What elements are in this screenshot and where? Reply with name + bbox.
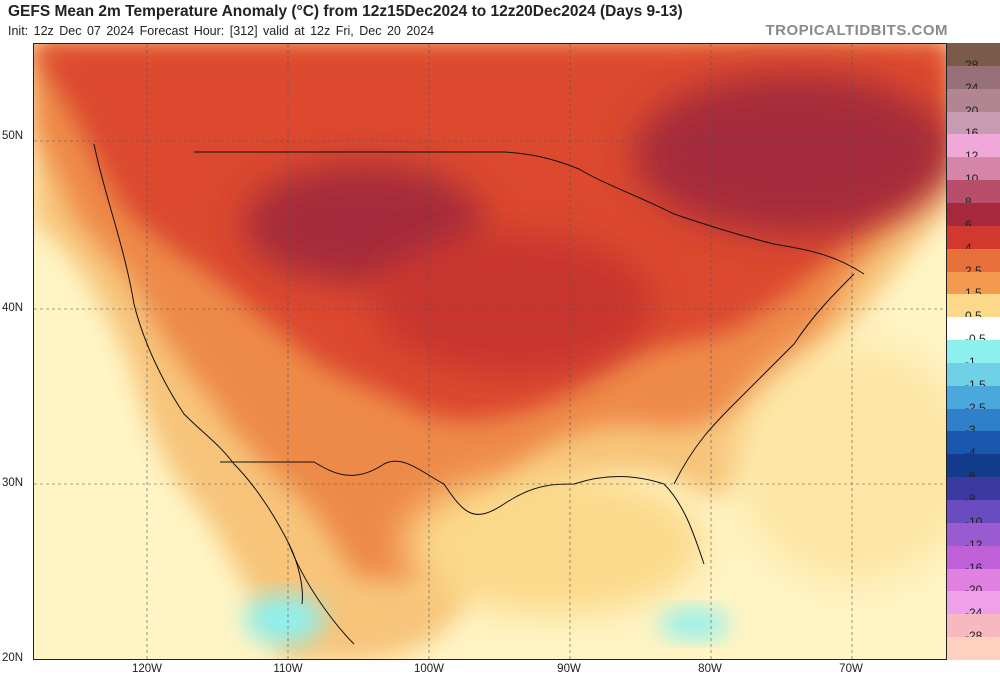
pacific-cool-spot [244,594,324,644]
colorbar-label: -1 [965,354,976,369]
colorbar-label: -8 [965,492,976,507]
colorbar-level: 2.5 [947,248,1000,278]
canada-maximum [634,74,946,234]
colorbar-level: 28 [947,43,1000,72]
colorbar-level: 20 [947,88,1000,118]
init-info: Init: 12z Dec 07 2024 Forecast Hour: [31… [8,24,435,38]
lon-label-70w: 70W [839,663,863,675]
colorbar-level: -4 [947,431,1000,460]
lat-label-20n: 20N [2,652,24,664]
colorbar-level: 0.5 [947,294,1000,323]
midwest-core [374,234,654,374]
colorbar-level: 6 [947,202,1000,232]
colorbar-level: -28 [947,614,1000,643]
graticule [34,44,946,659]
lon-label-80w: 80W [698,663,722,675]
anomaly-map [33,43,947,660]
lat-label-40n: 40N [2,302,24,314]
lon-label-100w: 100W [413,663,445,675]
colorbar-level [947,637,1000,660]
colorbar-level: 4 [947,225,1000,255]
colorbar-level: 1.5 [947,271,1000,300]
lon-label-120w: 120W [131,663,163,675]
colorbar-level: -2.5 [947,385,1000,415]
colorbar-label: 8 [965,194,972,209]
colorbar-legend: 28 24 20 16 12 10 8 6 4 2.5 1.5 0.5 -0.5 -1 -1.5 -2.5 -3… [947,43,1000,660]
lon-label-90w: 90W [557,663,581,675]
gulf-mild [404,474,704,614]
lon-label-110w: 110W [273,663,303,675]
colorbar-level: -10 [947,500,1000,529]
lat-label-50n: 50N [2,130,24,142]
colorbar-level: 10 [947,157,1000,186]
colorbar-level: -24 [947,591,1000,620]
colorbar-level: 24 [947,65,1000,95]
colorbar-level: -6 [947,454,1000,483]
colorbar-level: 8 [947,180,1000,209]
colorbar-level: 16 [947,111,1000,140]
coastlines [93,143,865,645]
colorbar-level: -0.5 [947,317,1000,346]
colorbar-level: -8 [947,477,1000,506]
cuba-cool-spot [659,609,729,639]
colorbar-label: -6 [965,469,976,484]
map-canvas [34,44,946,659]
colorbar-label: -4 [965,446,976,461]
colorbar-label: 4 [965,240,972,255]
colorbar-level: -3 [947,408,1000,437]
colorbar-level: 12 [947,134,1000,163]
colorbar-label: -3 [965,423,976,438]
colorbar-level: -1 [947,340,1000,369]
colorbar-level: -20 [947,568,1000,597]
colorbar-label: 6 [965,217,972,232]
lat-label-30n: 30N [2,477,24,489]
atlantic-mild [734,344,946,584]
colorbar-level: -16 [947,545,1000,575]
brand-watermark: TROPICALTIDBITS.COM [765,22,948,39]
chart-title: GEFS Mean 2m Temperature Anomaly (°C) fr… [8,3,683,20]
colorbar-level: -1.5 [947,362,1000,392]
colorbar-level: -12 [947,522,1000,552]
